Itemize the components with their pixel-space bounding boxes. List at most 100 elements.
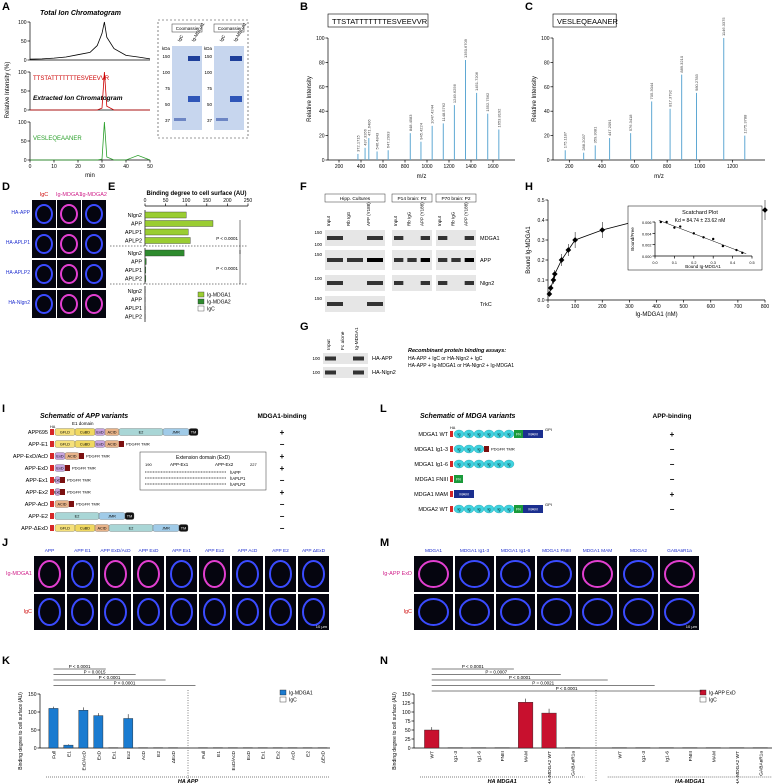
domain-label: Ig [498,463,501,467]
cell-ring [137,598,160,626]
p-value: P < 0.0001 [99,675,121,680]
y-axis-label: Relative Intensity [532,76,538,122]
protein-label: HA-Nlgn2 [372,370,396,376]
x-tick-label: 300 [625,304,634,310]
point [721,244,725,248]
cell-ring [71,598,94,626]
domain-label: MAM [528,507,537,512]
domain-label: ExD [56,467,63,471]
cell-ring [170,560,193,588]
x-axis-label: Bound Ig-MDGA1 [685,264,721,269]
band [353,356,364,361]
tag-box [50,429,54,435]
peak-label: 359.3081 [593,126,598,143]
binding-mark: + [280,452,285,461]
marker-label: 100 [312,356,320,361]
tag-label: HA [50,425,56,429]
p-value: P < 0.0001 [216,266,238,271]
gel-marker: 50 [165,102,171,107]
cell-ring [60,204,78,224]
x-tick-label: 1200 [443,164,454,170]
regression-line [658,220,747,254]
x-tick-label: 0.0 [652,261,657,265]
domain-label: Ig [458,463,461,467]
cell-ring [541,560,572,588]
x-tick-label: 1200 [727,164,738,170]
domain-label: ExD [96,443,103,447]
point [599,227,606,233]
legend-swatch [197,291,205,298]
variant-name: APP-ExD [25,466,48,472]
y-tick-label: 0.000 [642,255,652,259]
tag-box [50,525,54,531]
cell-ring [236,560,259,588]
x-tick-label: 600 [630,164,639,170]
x-tick-label: Full [201,751,207,759]
peak-label: 889.3210 [679,55,684,72]
pdgfr-label: PDGFR TMR [67,478,91,483]
peak-label: 1552.7562 [485,92,490,112]
x-tick-label: 400 [598,164,607,170]
tag-box [450,431,453,437]
domain-label: E2 [129,527,134,531]
column-label: Ig-MDGA1 [56,192,82,198]
x-tick-label: 150 [203,198,212,204]
p-value: P = 0.0007 [485,670,507,675]
cell-ring [302,598,325,626]
bar [144,249,185,257]
x-axis-label: m/z [654,174,664,180]
peak-label: 848.4583 [408,114,413,131]
row-label: HA-Nlgn2 [8,300,30,306]
x-tick-label: Full [51,751,57,759]
x-tick-label: ExD/AcD [231,750,237,770]
x-tick-label: 0 [29,164,32,170]
y-tick-label: 0 [34,746,37,752]
x-tick-label: MAM [711,751,717,762]
protein-label: MDGA1 [480,236,500,242]
band [327,281,343,285]
cell-ring [269,598,292,626]
peak-label: 175.1187 [563,131,568,148]
bar [78,710,89,749]
x-tick-label: AcD [291,750,297,760]
y-tick-label: 0.006 [642,221,652,225]
p-value: P = 0.0015 [84,670,106,675]
peak-label: 471.6406 [366,119,371,136]
panel-label: J [2,537,8,549]
point [551,271,558,277]
p-value: P < 0.0001 [462,664,484,669]
column-label: APP ExD/AcD [100,548,131,554]
x-tick-label: 1000 [421,164,432,170]
x-tick-label: WT [617,751,623,759]
peak-label: 945.4224 [418,122,423,139]
fn-domain [514,505,523,513]
domain-label: Ig [488,433,491,437]
assay-line: HA-APP + IgC or HA-Nlgn2 + IgC [408,356,483,362]
cell-ring [664,560,695,588]
cell-ring [60,264,78,284]
y-tick-label: 0 [408,746,411,752]
cell-ring [236,598,259,626]
blot [392,275,432,291]
category-label: APLP1 [125,268,142,274]
tag-box [50,513,54,519]
gpi-label: GPI [545,502,552,507]
legend-swatch [279,696,287,703]
trace-name: TTSTATTTTTTTESVEEVVR [33,76,110,82]
x-tick-label: GABAʙR1a [571,751,577,776]
x-tick-label: Ex2 [276,751,282,760]
x-tick-label: 100 [182,198,191,204]
pdgfr-box [65,465,70,471]
x-tick-label: Ex2 [126,751,132,760]
band [394,281,404,285]
cell-ring [418,560,449,588]
variant-name: APP-Ex1 [26,478,48,484]
gel-lane: IgC [219,33,227,42]
variant-name: APP-ΔExD [21,526,48,532]
y-tick-label: 0 [24,158,27,164]
gel-header-box [213,23,245,33]
legend-label: IgC [207,307,215,313]
exd-species: hAPLP2 [230,482,246,487]
x-tick-label: 40 [123,164,129,170]
cell-ring [38,598,61,626]
